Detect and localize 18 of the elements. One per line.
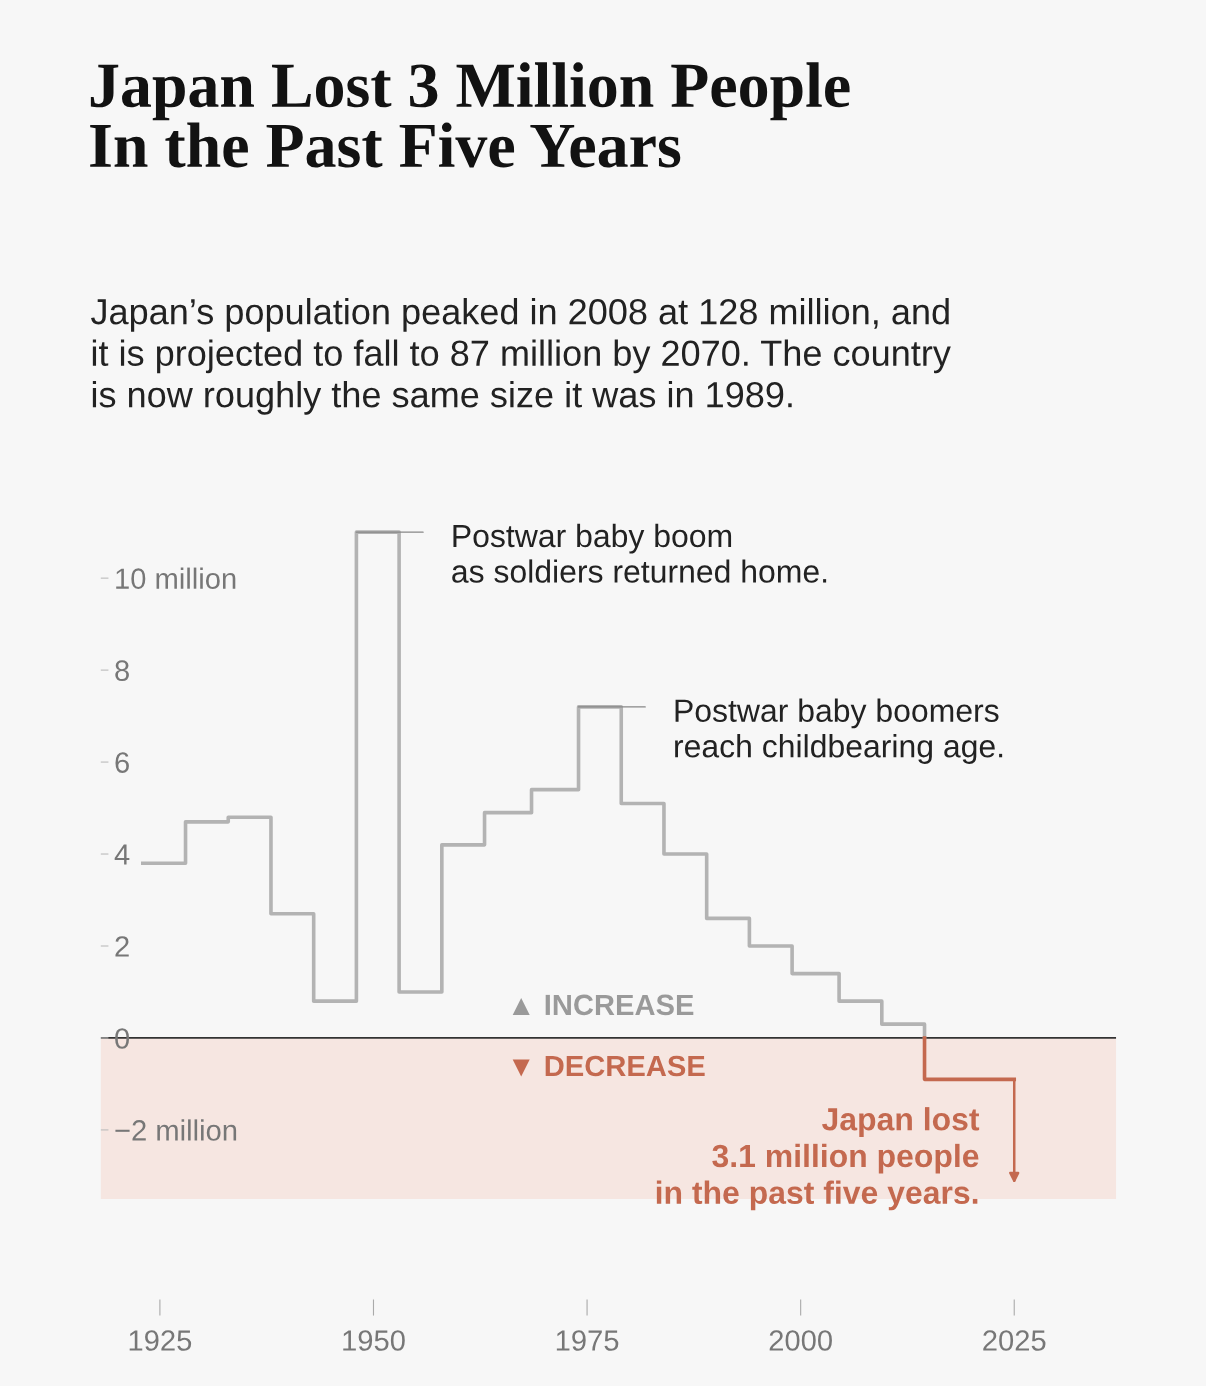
y-tick-label: 10 million (116, 567, 236, 589)
x-tick-label: 2000 (769, 1330, 832, 1351)
y-tick-label: 8 (115, 660, 129, 681)
y-tick-label: −2 million (115, 1119, 237, 1141)
y-tick-label: 6 (115, 752, 129, 773)
x-tick-label: 1975 (556, 1330, 619, 1351)
y-tick-label: 4 (114, 844, 130, 865)
chart-title: Japan Lost 3 Million People In the Past Five Years (90, 62, 850, 168)
annotation: Japan lost 3.1 million people in the past five years. (656, 1107, 980, 1211)
annotation: Postwar baby boomers reach childbearing age. (675, 698, 1003, 764)
chart-subtitle: Japan’s population peaked in 2008 at 128 million, and it is projected to fall to 87 million by 2070. The country is now roughly the same size it was in 1989. (91, 297, 951, 415)
y-tick-label: 2 (115, 936, 129, 957)
annotation: ▼ DECREASE (512, 1055, 705, 1077)
annotation: Postwar baby boom as soldiers returned home. (452, 523, 827, 583)
annotation: ▲ INCREASE (512, 994, 694, 1016)
x-tick-label: 1925 (129, 1330, 192, 1351)
x-tick-label: 2025 (983, 1330, 1046, 1351)
x-tick-label: 1950 (343, 1330, 405, 1351)
